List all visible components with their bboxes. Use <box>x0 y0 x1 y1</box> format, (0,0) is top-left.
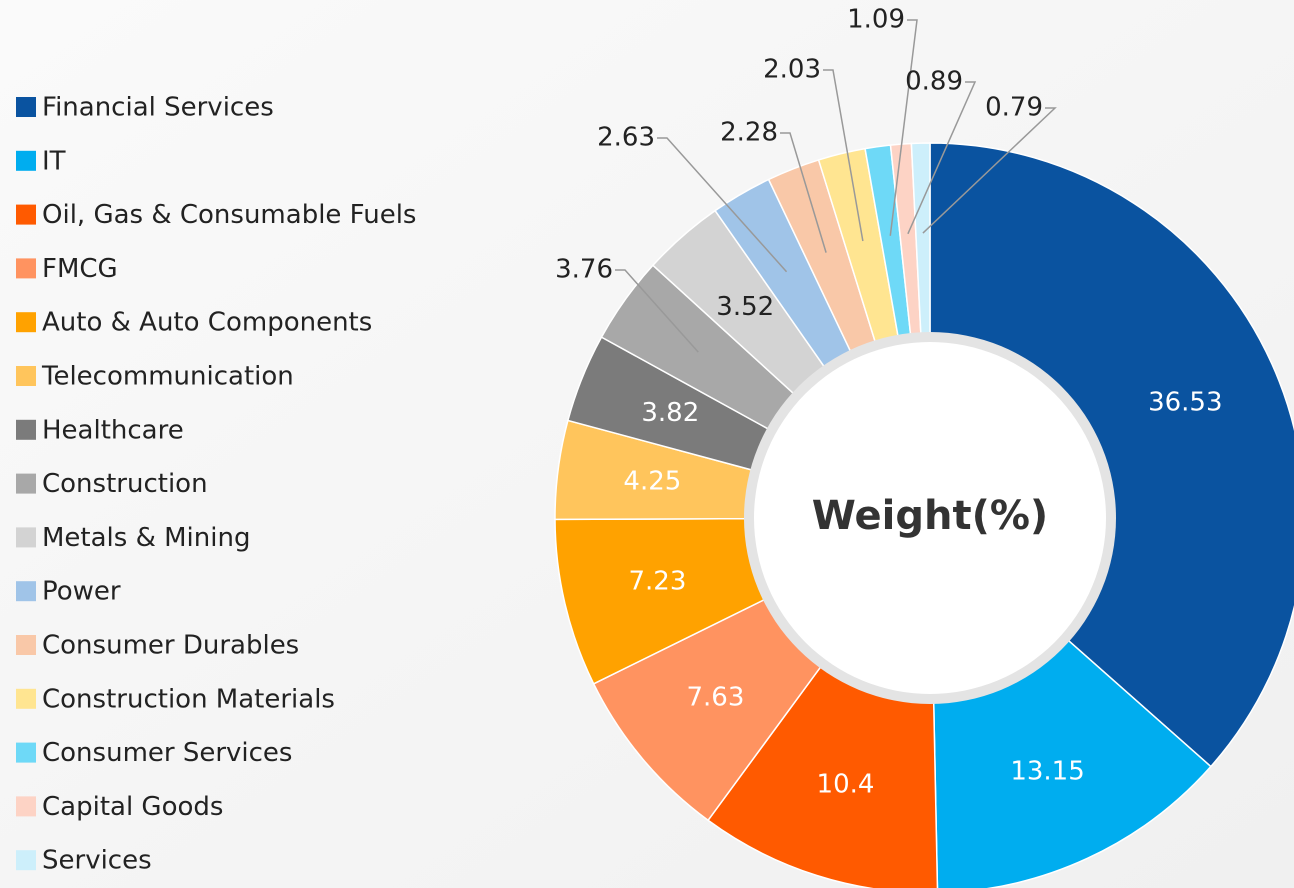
legend-label: Healthcare <box>42 415 184 445</box>
legend-swatch <box>16 419 36 440</box>
legend-swatch <box>16 635 36 655</box>
legend-label: Metals & Mining <box>42 523 250 553</box>
data-label: 2.63 <box>597 123 655 153</box>
legend-label: Financial Services <box>42 93 274 123</box>
legend: Financial Services IT Oil, Gas & Consumabl… <box>16 93 416 876</box>
legend-label: Oil, Gas & Consumable Fuels <box>42 200 416 230</box>
leader-line <box>615 269 699 353</box>
leader-line <box>907 81 977 235</box>
legend-swatch <box>16 150 36 171</box>
legend-label: Consumer Services <box>42 738 292 768</box>
legend-label: FMCG <box>42 254 118 284</box>
data-label: 3.76 <box>555 255 613 285</box>
legend-label: Construction Materials <box>42 684 335 714</box>
legend-swatch <box>16 581 36 602</box>
data-label: 0.89 <box>905 67 963 97</box>
legend-swatch <box>16 204 36 225</box>
data-label: 1.09 <box>847 5 905 35</box>
legend-swatch <box>16 527 36 548</box>
labels: 36.53 13.15 10.4 7.63 7.23 4.25 3.82 3.76 3.52 2.… <box>555 5 1222 800</box>
leader-line <box>889 19 918 236</box>
legend-swatch <box>16 850 36 871</box>
legend-swatch <box>16 312 36 333</box>
legend-label: Telecommunication <box>41 362 294 392</box>
legend-label: Services <box>42 846 152 876</box>
legend-swatch <box>16 366 36 386</box>
legend-label: IT <box>42 146 66 176</box>
legend-label: Power <box>42 577 121 607</box>
leader-line <box>780 132 827 253</box>
data-label: 7.63 <box>686 682 744 712</box>
legend-swatch <box>16 258 36 279</box>
data-label: 2.28 <box>720 118 778 148</box>
data-label: 13.15 <box>1010 757 1084 787</box>
legend-label: Construction <box>42 469 208 499</box>
data-label: 3.52 <box>716 292 774 322</box>
center-label: Weight(%) <box>812 493 1048 539</box>
data-label: 3.82 <box>641 398 699 428</box>
data-label: 36.53 <box>1148 388 1222 418</box>
leader-line <box>922 107 1057 234</box>
data-label: 2.03 <box>763 55 821 85</box>
center-disc <box>754 342 1106 694</box>
legend-swatch <box>16 742 36 763</box>
legend-label: Consumer Durables <box>42 631 299 661</box>
data-label: 4.25 <box>623 466 681 496</box>
data-label: 10.4 <box>817 769 875 799</box>
leader-line <box>657 137 788 273</box>
leader-line <box>823 69 864 242</box>
legend-label: Capital Goods <box>42 792 223 822</box>
data-label: 0.79 <box>985 93 1043 123</box>
legend-swatch <box>16 473 36 494</box>
data-label: 7.23 <box>628 567 686 597</box>
legend-swatch <box>16 688 36 709</box>
slices <box>554 142 1294 888</box>
legend-swatch <box>16 97 36 117</box>
legend-label: Auto & Auto Components <box>42 308 372 338</box>
legend-swatch <box>16 796 36 817</box>
